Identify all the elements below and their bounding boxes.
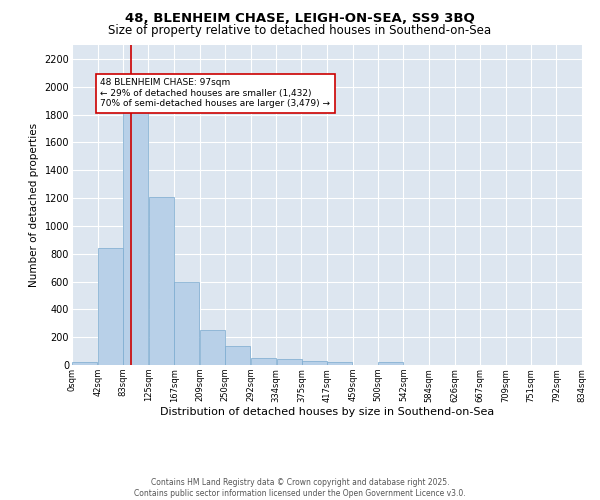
Bar: [73, 362, 97, 365]
Bar: [98, 248, 123, 365]
Bar: [328, 362, 352, 365]
Text: 48 BLENHEIM CHASE: 97sqm
← 29% of detached houses are smaller (1,432)
70% of sem: 48 BLENHEIM CHASE: 97sqm ← 29% of detach…: [100, 78, 330, 108]
Text: 48, BLENHEIM CHASE, LEIGH-ON-SEA, SS9 3BQ: 48, BLENHEIM CHASE, LEIGH-ON-SEA, SS9 3B…: [125, 12, 475, 26]
Text: Contains HM Land Registry data © Crown copyright and database right 2025.
Contai: Contains HM Land Registry data © Crown c…: [134, 478, 466, 498]
Bar: [149, 196, 174, 365]
Y-axis label: Number of detached properties: Number of detached properties: [29, 123, 39, 287]
Bar: [378, 362, 403, 365]
Bar: [175, 282, 199, 365]
Bar: [123, 112, 148, 365]
X-axis label: Distribution of detached houses by size in Southend-on-Sea: Distribution of detached houses by size …: [160, 408, 494, 418]
Bar: [277, 359, 302, 365]
Bar: [225, 346, 250, 365]
Bar: [302, 361, 326, 365]
Bar: [200, 330, 225, 365]
Bar: [251, 358, 276, 365]
Text: Size of property relative to detached houses in Southend-on-Sea: Size of property relative to detached ho…: [109, 24, 491, 37]
